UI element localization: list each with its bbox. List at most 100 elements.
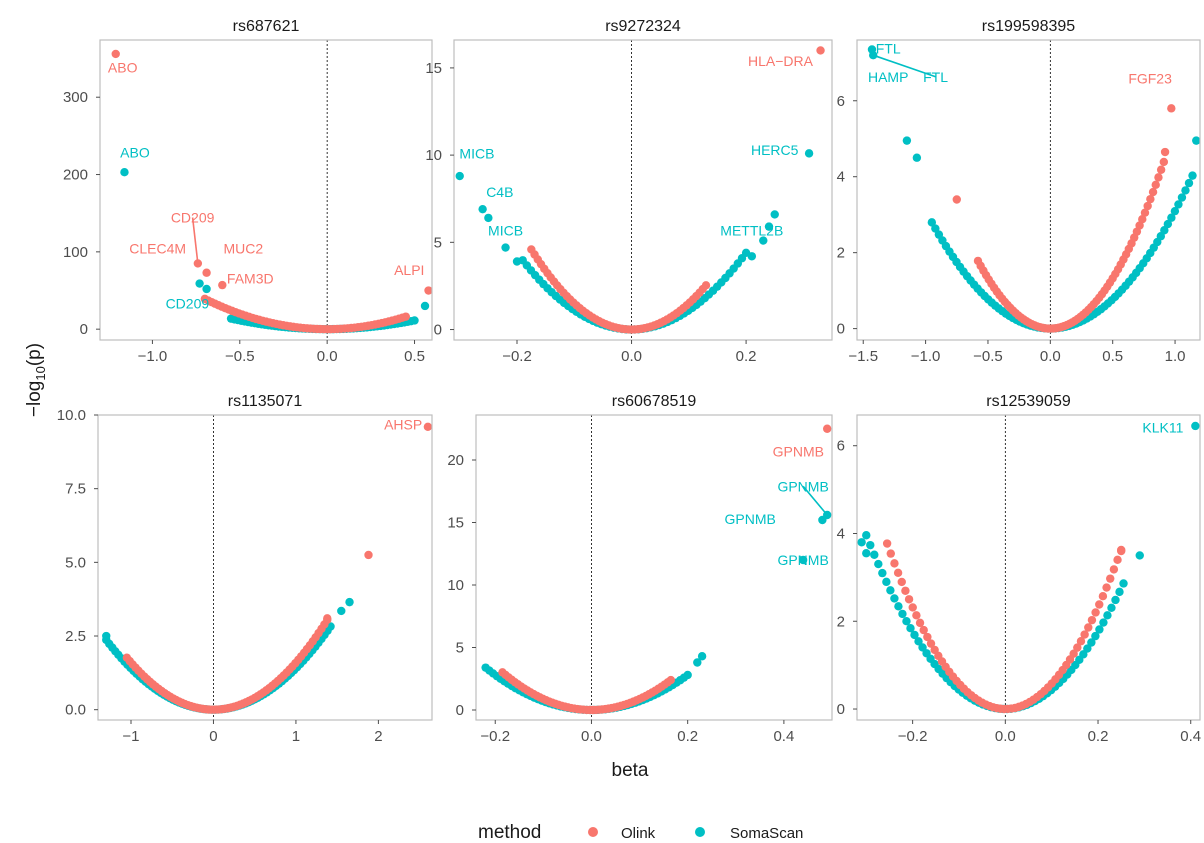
point-label: GPNMB [725,511,776,527]
data-point [770,210,779,219]
x-tick-label: 0.2 [1088,728,1109,745]
data-point [1098,591,1108,601]
x-tick-label: 0.4 [773,728,794,745]
data-point [890,559,899,568]
data-point [1159,157,1169,167]
data-point [894,602,903,611]
y-axis-title: −log10(p) [24,343,48,417]
panel-title: rs9272324 [605,18,681,35]
y-tick-label: 0 [837,321,845,338]
point-label: METTL2B [720,222,783,238]
data-point [862,531,871,540]
x-tick-label: 1.0 [1165,348,1186,365]
point-label: HLA−DRA [748,53,814,69]
data-point [902,136,912,145]
data-point [1184,178,1194,188]
data-point [1107,603,1116,612]
data-point [1148,187,1158,197]
x-tick-label: −0.2 [898,728,928,745]
data-point [870,550,879,559]
data-point [697,652,707,661]
y-tick-label: 0.0 [65,702,86,719]
data-point [701,281,711,290]
data-point [202,284,211,294]
data-point [818,515,827,525]
point-label: C4B [486,184,513,200]
y-tick-label: 5 [456,640,464,657]
data-point [1135,221,1144,230]
data-point [912,611,921,620]
x-tick-label: 0.0 [581,728,602,745]
x-tick-label: 0.5 [404,348,425,365]
y-tick-label: 100 [63,244,88,261]
data-point [908,603,917,612]
data-point [1099,618,1108,627]
data-point [484,213,493,223]
x-tick-label: −0.2 [502,348,532,365]
data-point [1076,637,1086,646]
y-tick-label: 15 [447,515,464,532]
data-point [904,595,914,604]
data-points [102,422,432,714]
x-tick-label: 0.4 [1180,728,1201,745]
data-point [1160,147,1170,157]
data-point [111,49,120,59]
data-point [1111,595,1120,605]
data-point [1163,219,1173,229]
data-point [1091,631,1100,641]
data-point [218,280,227,290]
x-tick-label: −0.5 [973,348,1003,365]
data-point [1119,579,1128,588]
data-point [1167,104,1176,113]
data-point [1188,171,1197,180]
point-label: FTL [923,69,948,85]
x-tick-label: 0 [209,728,217,745]
data-point [1135,551,1144,560]
point-label: CD209 [171,209,215,225]
data-point [914,637,923,646]
data-points [481,424,832,715]
point-label: ABO [108,59,138,75]
x-axis-title: beta [612,760,649,781]
x-tick-label: 0.0 [995,728,1016,745]
data-point [1091,608,1100,617]
x-tick-label: −1.0 [911,348,941,365]
panel-2: rs9272324 HLA−DRA MICB C4B MICB HERC5 METTL2B −… [425,18,833,365]
y-tick-label: 10 [425,147,442,164]
x-tick-label: −1.0 [138,348,168,365]
y-tick-label: 6 [837,93,845,110]
data-point [455,171,464,181]
data-point [898,609,907,619]
data-point [423,422,432,431]
data-point [1192,136,1200,145]
data-point [906,623,915,633]
panel-1: rs687621 ABO ABO CD209 CLEC4M MUC2 FAM3D ALPI CD… [63,18,433,365]
data-point [874,559,883,569]
data-point [1080,630,1089,639]
data-point [764,222,774,231]
data-point [1174,200,1183,209]
data-point [886,549,895,558]
point-label: MICB [488,222,523,238]
x-tick-label: 0.5 [1102,348,1123,365]
point-label: FTL [876,40,901,56]
y-tick-label: 7.5 [65,481,86,498]
data-point [102,631,111,641]
point-label: CD209 [166,295,210,311]
panel-5: rs60678519 GPNMB GPNMB GPNMB GPNMB −0.2 0.0 0.2… [447,393,833,745]
data-point [798,555,808,565]
legend-key-somascan [695,827,705,837]
data-point [1156,165,1166,174]
data-point [952,195,961,204]
data-point [323,614,332,623]
data-point [747,252,757,261]
legend: method Olink SomaScan [478,822,803,843]
data-point [195,279,204,288]
y-axis-title-sub: 10 [33,366,48,380]
y-tick-label: 4 [837,525,845,542]
point-label: HERC5 [751,142,799,158]
data-point [1143,201,1152,211]
data-point [337,606,346,616]
data-points [867,45,1200,333]
